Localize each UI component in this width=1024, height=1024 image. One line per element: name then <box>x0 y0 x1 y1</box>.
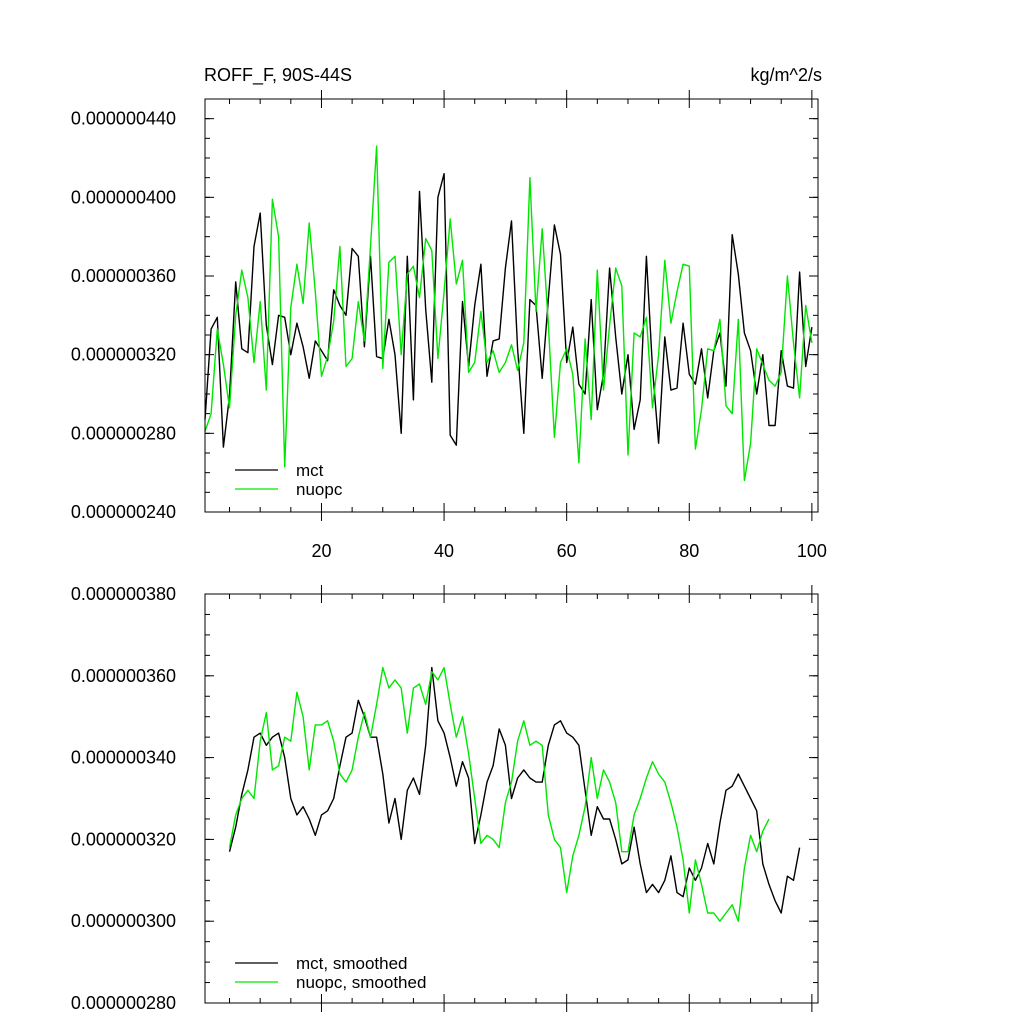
panel-bottom-frame <box>204 593 819 1004</box>
legend-label-nuopc: nuopc <box>296 480 343 499</box>
panel-top-units: kg/m^2/s <box>751 65 822 85</box>
y-tick-label: 0.000000440 <box>71 109 176 129</box>
y-tick-label: 0.000000280 <box>71 423 176 443</box>
series-line-nuopc <box>204 145 813 482</box>
x-tick-label: 40 <box>434 541 454 561</box>
y-tick-label: 0.000000240 <box>71 502 176 522</box>
series-line-mct-smoothed <box>228 666 801 914</box>
panel-bottom-legend: mct, smoothed nuopc, smoothed <box>235 954 426 992</box>
legend-label-mct-smoothed: mct, smoothed <box>296 954 408 973</box>
x-tick-label: 100 <box>797 541 827 561</box>
x-tick-label: 20 <box>311 541 331 561</box>
panel-top-ticks: 0.000000240 0.000000280 0.000000320 0.00000… <box>71 90 827 561</box>
panel-top-legend: mct nuopc <box>235 461 343 499</box>
panel-top-series <box>204 145 813 482</box>
series-line-mct <box>204 172 813 448</box>
panel-bottom-ticks: 0.000000280 0.000000300 0.000000320 0.00000… <box>71 584 818 1013</box>
y-tick-label: 0.000000360 <box>71 266 176 286</box>
series-line-nuopc-smoothed <box>228 666 770 922</box>
y-tick-label: 0.000000360 <box>71 666 176 686</box>
x-tick-label: 80 <box>679 541 699 561</box>
y-tick-label: 0.000000400 <box>71 187 176 207</box>
panel-bottom-series <box>228 666 801 922</box>
x-tick-label: 60 <box>557 541 577 561</box>
panel-top-title: ROFF_F, 90S-44S <box>204 65 352 86</box>
y-tick-label: 0.000000380 <box>71 584 176 604</box>
y-tick-label: 0.000000340 <box>71 748 176 768</box>
y-tick-label: 0.000000320 <box>71 829 176 849</box>
legend-label-mct: mct <box>296 461 324 480</box>
panel-top: ROFF_F, 90S-44S kg/m^2/s 0.0000002400.00… <box>71 65 827 561</box>
legend-label-nuopc-smoothed: nuopc, smoothed <box>296 973 426 992</box>
panel-bottom: 0.000000280 0.000000300 0.000000320 0.00000… <box>71 584 819 1013</box>
y-tick-label: 0.000000280 <box>71 993 176 1013</box>
panel-top-frame <box>204 98 819 513</box>
y-tick-label: 0.000000300 <box>71 911 176 931</box>
y-tick-label: 0.000000320 <box>71 345 176 365</box>
